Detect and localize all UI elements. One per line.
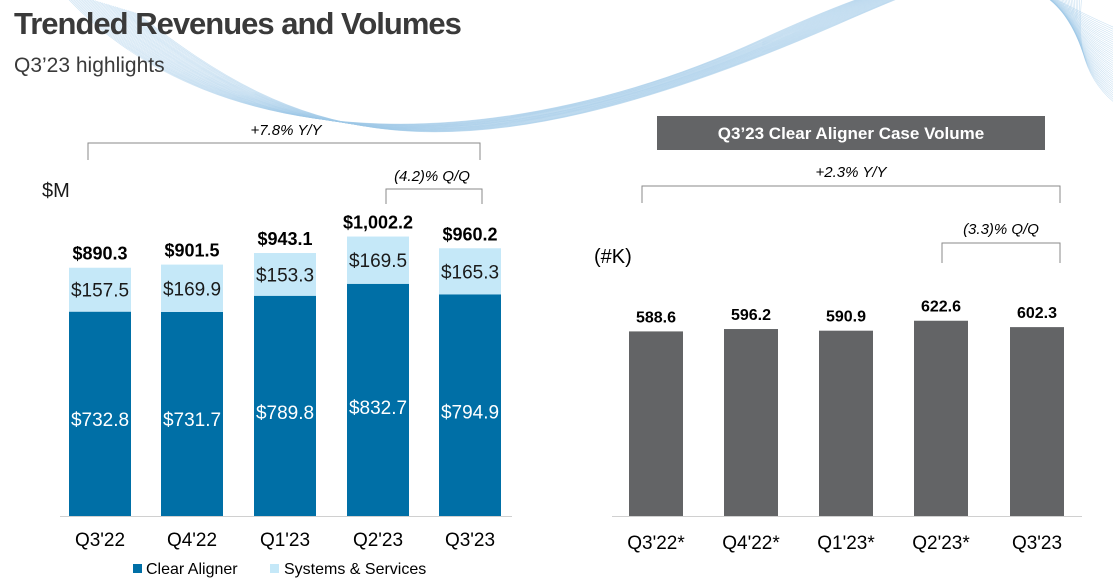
x-tick-label: Q2'23: [353, 530, 403, 551]
clear-aligner-bar: [439, 294, 501, 516]
volume-bar: [724, 329, 778, 516]
wave-line: [136, 0, 1113, 133]
total-revenue-label: $943.1: [257, 229, 312, 249]
volume-qq-bracket: [941, 242, 1061, 263]
volume-yy-bracket: [641, 185, 1061, 203]
clear-aligner-bar: [347, 283, 409, 516]
clear-aligner-bar: [69, 311, 131, 516]
total-revenue-label: $960.2: [442, 224, 497, 244]
volume-qq-annotation: (3.3)% Q/Q: [963, 221, 1039, 238]
systems-services-value-label: $169.9: [163, 279, 221, 300]
volume-value-label: 596.2: [731, 307, 771, 324]
x-tick-label: Q4'22: [167, 530, 217, 551]
clear-aligner-value-label: $732.8: [71, 410, 129, 431]
clear-aligner-value-label: $794.9: [441, 402, 499, 423]
revenue-yy-bracket: [87, 142, 481, 160]
total-revenue-label: $1,002.2: [343, 213, 413, 233]
wave-line: [94, 0, 1113, 128]
volume-title-box: [657, 116, 1045, 150]
volume-bar: [629, 331, 683, 516]
systems-services-bar: [254, 253, 316, 296]
page-title: Trended Revenues and Volumes: [14, 6, 462, 41]
volume-bar: [1010, 327, 1064, 516]
wave-line: [69, 0, 1113, 125]
volume-bar: [914, 320, 968, 516]
page-subtitle: Q3’23 highlights: [14, 54, 165, 77]
systems-services-bar: [347, 236, 409, 284]
wave-line: [72, 0, 1113, 125]
x-tick-label: Q2'23*: [912, 533, 970, 554]
wave-line: [119, 0, 1113, 131]
volume-value-label: 622.6: [921, 299, 961, 316]
systems-services-bar: [69, 267, 131, 312]
clear-aligner-bar: [161, 311, 223, 516]
systems-services-value-label: $165.3: [441, 262, 499, 283]
revenue-qq-annotation: (4.2)% Q/Q: [394, 168, 470, 185]
x-tick-label: Q1'23*: [817, 533, 875, 554]
revenue-qq-bracket: [385, 188, 483, 204]
systems-services-bar: [161, 264, 223, 312]
legend-swatch-clear-aligner: [133, 564, 142, 573]
systems-services-value-label: $153.3: [256, 265, 314, 286]
wave-line: [101, 0, 1113, 129]
clear-aligner-bar: [254, 295, 316, 516]
volume-unit-label: (#K): [594, 246, 632, 268]
clear-aligner-value-label: $789.8: [256, 403, 314, 424]
wave-line: [108, 0, 1113, 130]
wave-line: [97, 0, 1113, 129]
wave-line: [112, 0, 1113, 130]
wave-line: [105, 0, 1113, 129]
wave-line: [114, 0, 1113, 130]
volume-chart-title: Q3’23 Clear Aligner Case Volume: [718, 124, 984, 143]
x-tick-label: Q4'22*: [722, 533, 780, 554]
clear-aligner-value-label: $832.7: [349, 398, 407, 419]
wave-line: [117, 0, 1113, 131]
legend-swatch-systems-services: [270, 564, 279, 573]
wave-line: [121, 0, 1113, 131]
revenue-yy-annotation: +7.8% Y/Y: [250, 122, 322, 139]
volume-value-label: 588.6: [636, 309, 676, 326]
x-tick-label: Q3'23: [445, 530, 495, 551]
revenue-unit-label: $M: [42, 180, 70, 202]
clear-aligner-value-label: $731.7: [163, 410, 221, 431]
wave-line: [99, 0, 1113, 129]
x-tick-label: Q3'22: [75, 530, 125, 551]
volume-yy-annotation: +2.3% Y/Y: [815, 164, 887, 181]
wave-line: [70, 0, 1113, 125]
wave-line: [75, 0, 1113, 126]
volume-value-label: 590.9: [826, 309, 866, 326]
total-revenue-label: $901.5: [164, 241, 219, 261]
x-tick-label: Q1'23: [260, 530, 310, 551]
volume-bar: [819, 330, 873, 516]
wave-line: [132, 0, 1113, 132]
legend-label-clear-aligner: Clear Aligner: [146, 561, 238, 578]
wave-line: [73, 0, 1113, 125]
wave-line: [110, 0, 1113, 130]
x-tick-label: Q3'22*: [627, 533, 685, 554]
wave-line: [103, 0, 1113, 129]
systems-services-bar: [439, 248, 501, 295]
volume-value-label: 602.3: [1017, 305, 1057, 322]
systems-services-value-label: $157.5: [71, 281, 129, 302]
x-tick-label: Q3'23: [1012, 533, 1062, 554]
systems-services-value-label: $169.5: [349, 251, 407, 272]
legend-label-systems-services: Systems & Services: [284, 561, 426, 578]
total-revenue-label: $890.3: [72, 244, 127, 264]
